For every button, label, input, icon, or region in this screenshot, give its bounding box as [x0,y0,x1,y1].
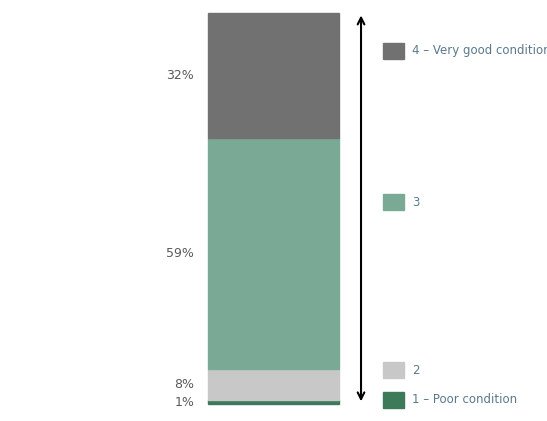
Bar [208,400,339,404]
Text: 8%: 8% [174,378,194,391]
Text: 1%: 1% [174,396,194,409]
Bar [208,369,339,400]
Text: 59%: 59% [166,247,194,260]
Bar [383,362,404,378]
Bar [208,138,339,369]
Bar [383,43,404,59]
Text: 1 – Poor condition: 1 – Poor condition [412,394,517,406]
Text: 2: 2 [412,364,420,377]
Text: 4 – Very good condition: 4 – Very good condition [412,44,547,57]
Text: 32%: 32% [166,69,194,82]
Bar [383,392,404,408]
Text: 3: 3 [412,196,419,208]
Bar [208,13,339,138]
Bar [383,194,404,210]
